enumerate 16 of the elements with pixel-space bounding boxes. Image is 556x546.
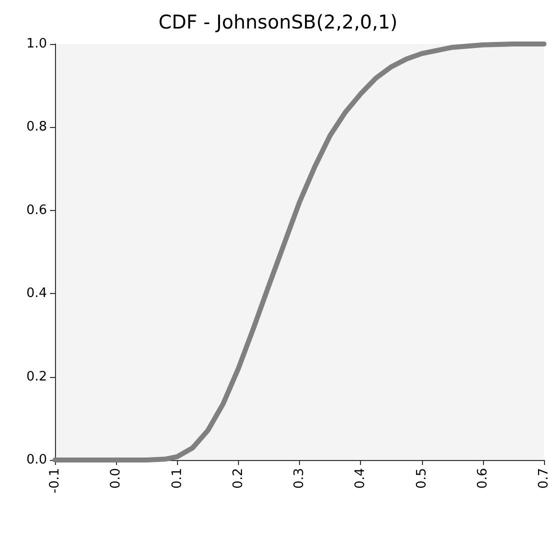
x-tick-label: 0.1 (170, 468, 185, 489)
chart-title: CDF - JohnsonSB(2,2,0,1) (158, 12, 398, 34)
y-tick-label: 0.4 (26, 286, 47, 302)
x-tick-label: 0.0 (108, 468, 124, 489)
x-tick-label: 0.5 (414, 468, 430, 489)
x-tick-label: 0.6 (475, 468, 490, 489)
y-tick-label: 1.0 (26, 36, 47, 52)
y-tick-label: 0.8 (26, 120, 47, 135)
x-tick-label: 0.7 (536, 468, 552, 489)
y-tick-label: 0.0 (26, 452, 47, 468)
y-tick-label: 0.6 (26, 202, 47, 218)
x-tick-label: 0.3 (292, 468, 307, 489)
y-tick-label: 0.2 (26, 369, 47, 384)
x-tick-label: 0.2 (230, 468, 246, 489)
x-tick-label: 0.4 (353, 468, 368, 489)
x-tick-label: -0.1 (48, 468, 62, 494)
